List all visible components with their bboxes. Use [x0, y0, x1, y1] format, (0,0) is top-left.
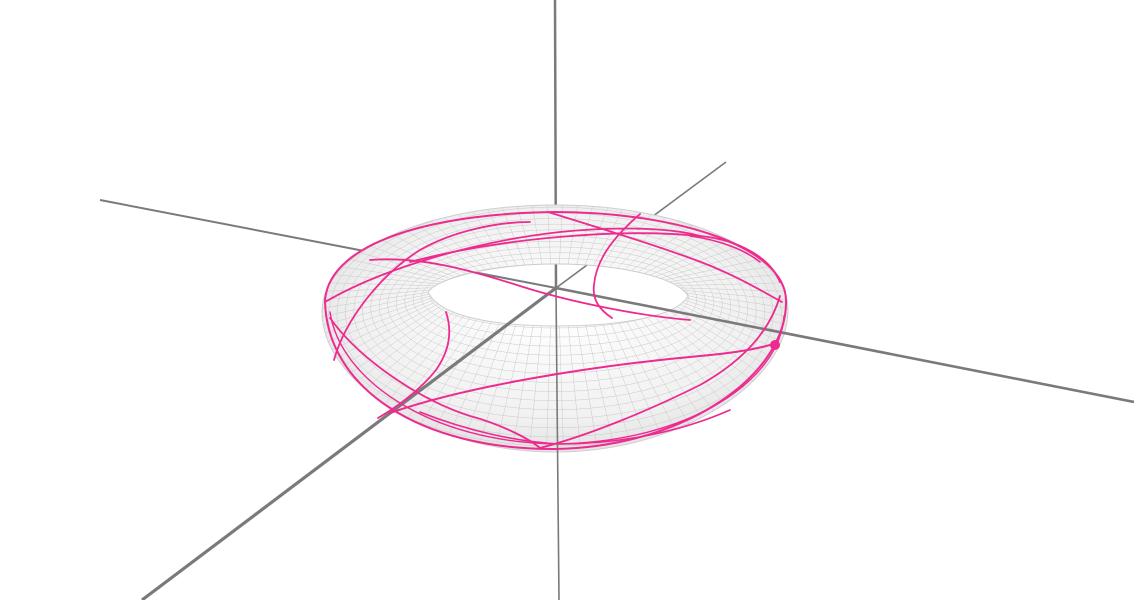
- mesh-meridian-line: [679, 295, 788, 328]
- mesh-meridian-line: [322, 287, 433, 292]
- mesh-meridian-line: [644, 314, 728, 408]
- mesh-meridian-line: [576, 323, 597, 445]
- mesh-parallel-ring: [345, 206, 765, 420]
- mesh-parallel-ring: [395, 240, 715, 365]
- mesh-meridian-line: [382, 314, 466, 408]
- mesh-meridian-line: [382, 228, 466, 274]
- mesh-meridian-line: [322, 295, 431, 328]
- mesh-meridian-line: [656, 242, 750, 277]
- mesh-meridian-line: [675, 282, 786, 286]
- curve-outer-rim: [324, 211, 788, 451]
- mesh-meridian-line: [322, 293, 431, 319]
- mesh-meridian-line: [513, 205, 534, 265]
- curve-strand-7: [547, 211, 783, 303]
- mesh-meridian-line: [513, 323, 534, 445]
- curve-strand-1: [389, 341, 779, 414]
- mesh-meridian-line: [322, 300, 433, 345]
- mesh-meridian-line: [650, 235, 739, 275]
- torus-knot-curve: [324, 211, 788, 451]
- mesh-parallel-ring: [412, 252, 698, 347]
- curve-strand-11: [689, 235, 761, 263]
- torus[interactable]: [315, 190, 795, 453]
- mesh-parallel-ring: [370, 223, 740, 392]
- mesh-parallel-ring: [421, 258, 689, 338]
- mesh-meridian-line: [679, 293, 788, 319]
- mesh-meridian-line: [567, 205, 581, 265]
- mesh-meridian-line: [559, 323, 564, 446]
- mesh-meridian-line: [617, 319, 676, 429]
- axes-front: [141, 286, 1134, 600]
- mesh-meridian-line: [678, 289, 788, 301]
- mesh-meridian-line: [420, 318, 486, 425]
- mesh-meridian-line: [672, 273, 781, 284]
- mesh-meridian-line: [322, 289, 432, 301]
- mesh-meridian-line: [567, 323, 581, 446]
- mesh-meridian-line: [351, 309, 450, 387]
- curve-strand-8: [539, 295, 781, 449]
- mesh-meridian-line: [638, 316, 716, 414]
- mesh-meridian-line: [677, 287, 788, 292]
- mesh-meridian-line: [624, 318, 690, 425]
- mesh-meridian-line: [584, 323, 614, 443]
- mesh-meridian-line: [576, 205, 597, 265]
- mesh-meridian-line: [679, 291, 788, 310]
- mesh-meridian-line: [660, 309, 759, 387]
- curve-strand-3: [324, 227, 701, 303]
- mesh-meridian-line: [609, 320, 661, 434]
- mesh-meridian-line: [434, 319, 493, 429]
- mesh-meridian-line: [449, 320, 501, 434]
- mesh-meridian-line: [644, 228, 728, 274]
- curve-current-point: [770, 340, 780, 350]
- mesh-meridian-line: [669, 265, 775, 283]
- curve-strand-9: [329, 317, 541, 449]
- z-axis-line-front: [141, 286, 557, 600]
- mesh-meridian-line: [559, 205, 564, 265]
- mesh-parallel-ring: [378, 229, 732, 383]
- curve-strand-2: [409, 232, 781, 283]
- curve-strand-5: [369, 258, 691, 321]
- curve-strand-4: [333, 221, 531, 361]
- mesh-meridian-line: [329, 304, 438, 362]
- curve-strand-12: [419, 409, 731, 445]
- y-axis-line-bottom: [555, 289, 560, 600]
- mesh-meridian-line: [631, 317, 703, 420]
- curve-strand-10: [377, 311, 451, 419]
- mesh-meridian-line: [322, 297, 432, 337]
- mesh-meridian-line: [407, 317, 479, 420]
- mesh-parallel-ring: [362, 218, 748, 401]
- mesh-parallel-ring: [328, 205, 782, 438]
- mesh-parallel-ring: [322, 205, 788, 447]
- x-axis-line-right: [555, 286, 1134, 404]
- mesh-meridian-line: [546, 205, 551, 265]
- mesh-meridian-line: [370, 313, 460, 401]
- mesh-meridian-line: [371, 235, 460, 275]
- mesh-parallel-ring: [404, 246, 706, 356]
- mesh-meridian-line: [322, 291, 431, 310]
- mesh-meridian-line: [546, 323, 551, 446]
- mesh-meridian-line: [660, 249, 759, 279]
- mesh-meridian-line: [324, 302, 435, 354]
- mesh-meridian-line: [529, 205, 543, 265]
- mesh-meridian-line: [342, 307, 445, 379]
- mesh-meridian-line: [529, 323, 543, 446]
- mesh-meridian-line: [678, 297, 788, 337]
- mesh-meridian-line: [601, 321, 646, 437]
